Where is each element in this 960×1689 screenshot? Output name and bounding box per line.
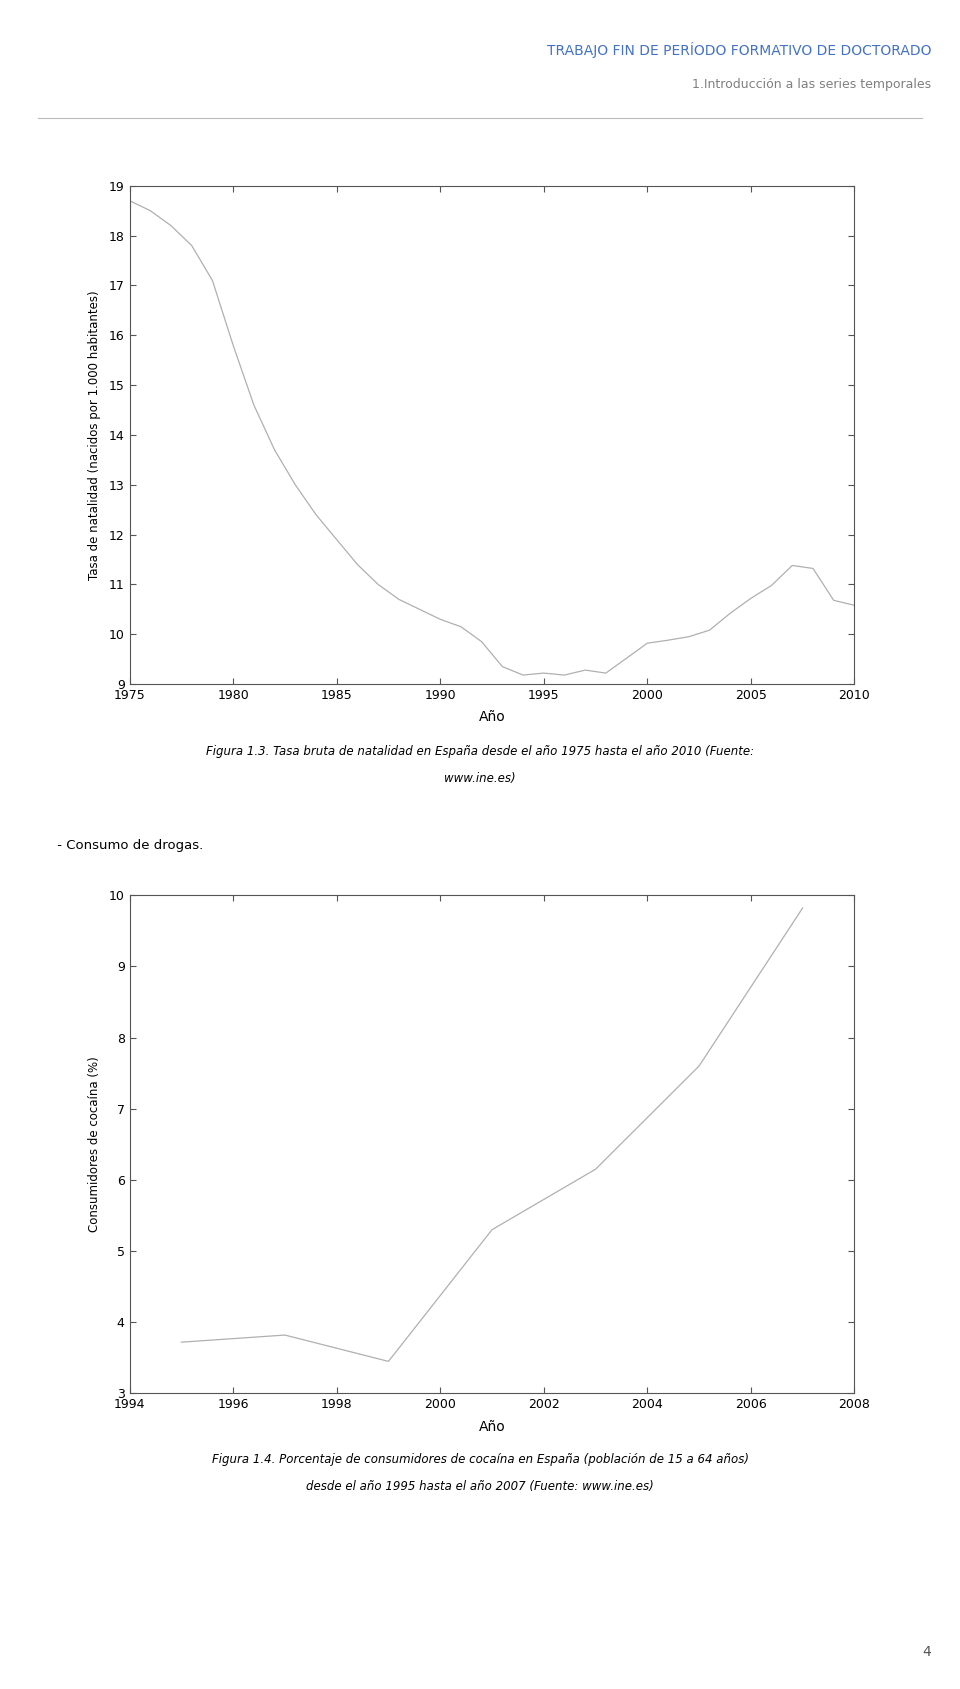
Text: Figura 1.4. Porcentaje de consumidores de cocaína en España (población de 15 a 6: Figura 1.4. Porcentaje de consumidores d… <box>211 1453 749 1466</box>
Text: TRABAJO FIN DE PERÍODO FORMATIVO DE DOCTORADO: TRABAJO FIN DE PERÍODO FORMATIVO DE DOCT… <box>546 42 931 57</box>
Text: - Consumo de drogas.: - Consumo de drogas. <box>53 839 204 853</box>
Y-axis label: Tasa de natalidad (nacidos por 1.000 habitantes): Tasa de natalidad (nacidos por 1.000 hab… <box>87 291 101 579</box>
X-axis label: Año: Año <box>479 1420 505 1434</box>
Y-axis label: Consumidores de cocaína (%): Consumidores de cocaína (%) <box>87 1056 101 1233</box>
Text: desde el año 1995 hasta el año 2007 (Fuente: www.ine.es): desde el año 1995 hasta el año 2007 (Fue… <box>306 1480 654 1493</box>
Text: Figura 1.3. Tasa bruta de natalidad en España desde el año 1975 hasta el año 201: Figura 1.3. Tasa bruta de natalidad en E… <box>206 745 754 758</box>
Text: 4: 4 <box>923 1645 931 1659</box>
Text: 1.Introducción a las series temporales: 1.Introducción a las series temporales <box>692 78 931 91</box>
Text: www.ine.es): www.ine.es) <box>444 772 516 785</box>
X-axis label: Año: Año <box>479 711 505 725</box>
